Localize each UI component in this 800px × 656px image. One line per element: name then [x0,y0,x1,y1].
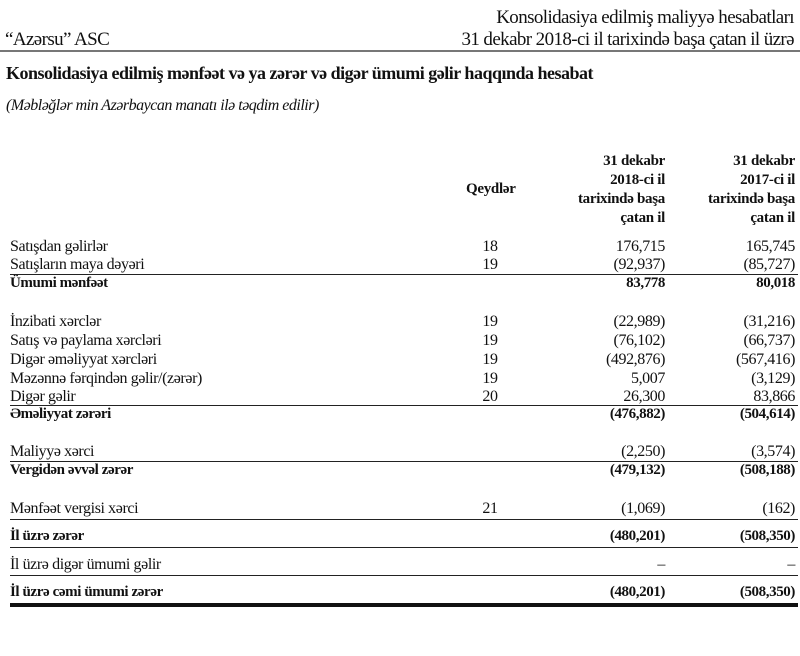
table-row: Məzənnə fərqindən gəlir/(zərər) 19 5,007 (3… [0,370,800,389]
column-header-2017: 31 dekabr 2017-ci il tarixində başa çata… [708,152,795,228]
row-label: İl üzrə zərər [10,528,84,544]
row-label: Vergidən əvvəl zərər [10,462,134,478]
value-2018: (480,201) [609,528,666,544]
column-header-line: 2018-ci il [610,172,665,188]
column-header-line: tarixində başa [707,191,795,207]
row-label: Digər əməliyyat xərcləri [10,351,157,368]
table-row-total: İl üzrə cəmi ümumi zərər (480,201) (508,35… [0,584,800,603]
row-divider [10,461,798,462]
notes-column-header: Qeydlər [466,181,516,197]
value-2018: 26,300 [623,388,665,405]
value-2017: (3,574) [751,443,795,460]
row-label: Məzənnə fərqindən gəlir/(zərər) [10,370,202,387]
statement-title: Konsolidasiya edilmiş mənfəət və ya zərə… [6,63,594,83]
value-2017: (31,216) [743,313,796,330]
row-note: 19 [482,332,498,349]
table-row: İnzibati xərclər 19 (22,989) (31,216) [0,313,800,332]
row-divider [10,405,798,406]
value-2017: (508,188) [739,462,796,478]
value-2017: 165,745 [745,238,796,255]
row-label: Əməliyyat zərəri [10,406,111,422]
value-2018: (492,876) [605,351,665,368]
value-2017: (3,129) [751,370,795,387]
value-2017: (504,614) [739,406,796,422]
row-label: Maliyyə xərci [10,443,95,460]
row-label: Digər gəlir [10,388,76,405]
value-2017: (66,737) [743,332,796,349]
value-2018: (2,250) [621,443,665,460]
row-label: Mənfəət vergisi xərci [10,500,139,517]
column-header-line: çatan il [750,210,795,226]
reporting-period: 31 dekabr 2018-ci il tarixində başa çata… [461,29,794,50]
value-2017: (85,727) [743,256,796,273]
header-divider [0,50,800,52]
row-note: 19 [482,370,498,387]
row-note: 19 [482,256,498,273]
value-2018: (22,989) [613,313,666,330]
company-name: “Azərsu” ASC [5,29,110,50]
column-header-line: 31 dekabr [603,153,665,169]
table-row: Satışların maya dəyəri 19 (92,937) (85,727) [0,256,800,275]
value-2018: 83,778 [626,275,665,291]
document-title: Konsolidasiya edilmiş maliyyə hesabatlar… [496,7,794,28]
value-2018: (476,882) [609,406,666,422]
table-row: Digər əməliyyat xərcləri 19 (492,876) (567,… [0,351,800,370]
column-header-2018: 31 dekabr 2018-ci il tarixində başa çata… [578,152,665,228]
row-label: Satışların maya dəyəri [10,256,145,273]
value-2017: (162) [762,500,795,517]
table-row-total: İl üzrə zərər (480,201) (508,350) [0,528,800,547]
value-2018: (479,132) [609,462,666,478]
double-underline [10,603,798,607]
row-note: 18 [482,238,498,255]
row-divider [10,547,798,548]
table-row: Maliyyə xərci (2,250) (3,574) [0,443,800,462]
value-2017: (508,350) [739,528,796,544]
value-2017: 80,018 [756,275,795,291]
table-row: Satışdan gəlirlər 18 176,715 165,745 [0,238,800,257]
table-row: İl üzrə digər ümumi gəlir – – [0,556,800,575]
table-row-total: Əməliyyat zərəri (476,882) (504,614) [0,406,800,425]
value-2017: (508,350) [739,584,796,600]
value-2017: (567,416) [735,351,795,368]
row-divider [10,274,798,275]
value-2018: (1,069) [621,500,665,517]
column-header-line: 31 dekabr [733,153,795,169]
row-note: 21 [482,500,498,517]
row-label: İl üzrə digər ümumi gəlir [10,556,161,573]
statement-subtitle: (Məbləğlər min Azərbaycan manatı ilə təq… [6,97,319,114]
value-2018: (76,102) [613,332,666,349]
table-row: Digər gəlir 20 26,300 83,866 [0,388,800,407]
row-label: Ümumi mənfəət [10,275,108,291]
table-row-total: Ümumi mənfəət 83,778 80,018 [0,275,800,294]
row-note: 19 [482,313,498,330]
row-label: İl üzrə cəmi ümumi zərər [10,584,163,600]
row-label: İnzibati xərclər [10,313,101,330]
column-header-line: 2017-ci il [740,172,795,188]
table-row: Satış və paylama xərcləri 19 (76,102) (66,7… [0,332,800,351]
row-divider [10,519,798,520]
row-divider [10,575,798,576]
row-note: 20 [482,388,498,405]
value-2018: (92,937) [613,256,666,273]
value-2018: 176,715 [615,238,666,255]
row-label: Satış və paylama xərcləri [10,332,162,349]
table-row-total: Vergidən əvvəl zərər (479,132) (508,188) [0,462,800,481]
value-2017: – [787,556,795,573]
value-2018: – [657,556,665,573]
value-2018: 5,007 [630,370,665,387]
value-2017: 83,866 [753,388,795,405]
value-2018: (480,201) [609,584,666,600]
table-row: Mənfəət vergisi xərci 21 (1,069) (162) [0,500,800,519]
row-label: Satışdan gəlirlər [10,238,108,255]
column-header-line: tarixində başa [577,191,665,207]
column-header-line: çatan il [620,210,665,226]
row-note: 19 [482,351,498,368]
